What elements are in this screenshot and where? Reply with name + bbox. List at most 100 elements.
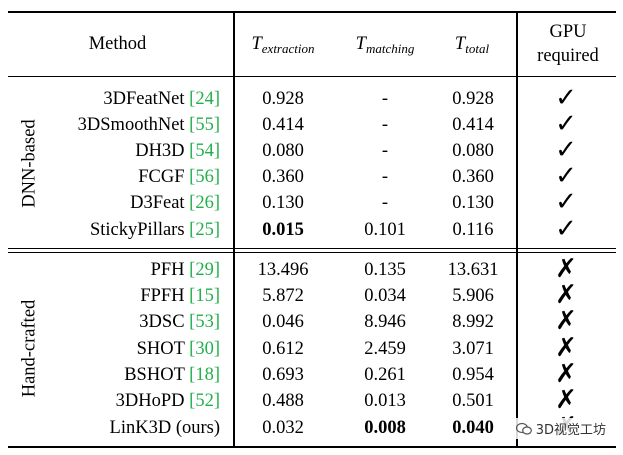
method-cell: DH3D [54] [20, 142, 220, 161]
t-matching-cell: 0.261 [364, 365, 406, 385]
method-cell: StickyPillars [25] [20, 221, 220, 240]
t-total-cell: 0.928 [452, 89, 494, 109]
header-gpu-line1: GPU [549, 22, 587, 42]
method-cell: D3Feat [26] [20, 194, 220, 213]
citation-link[interactable]: [26] [189, 193, 220, 213]
method-name: StickyPillars [89, 220, 185, 240]
checkmark-icon: ✓ [555, 135, 577, 164]
t-extraction-cell: 0.046 [262, 312, 304, 332]
cross-icon: ✗ [555, 359, 577, 388]
t-matching-cell: - [381, 115, 389, 135]
t-total-cell: 0.040 [452, 418, 494, 438]
t-extraction-cell: 13.496 [257, 260, 309, 280]
cross-icon: ✗ [555, 254, 577, 283]
method-name: 3DSC [139, 312, 185, 332]
header-gpu-required: GPU required [520, 20, 616, 68]
t-extraction-cell: 0.693 [262, 365, 304, 385]
header-rule [8, 76, 616, 78]
t-matching-cell: - [381, 141, 389, 161]
citation-link[interactable]: [53] [189, 312, 220, 332]
header-t-total: Ttotal [432, 34, 512, 57]
method-cell: FPFH [15] [20, 287, 220, 306]
t-total-cell: 13.631 [447, 260, 499, 280]
header-method: Method [88, 34, 147, 54]
method-cell: LinK3D (ours) [20, 419, 220, 438]
t-matching-cell: 0.008 [364, 418, 406, 438]
t-total-cell: 0.130 [452, 193, 494, 213]
t-total-base: T [454, 34, 466, 54]
citation-link[interactable]: [52] [189, 391, 220, 411]
group-separator-rule [8, 248, 616, 250]
method-cell: SHOT [30] [20, 340, 220, 359]
header-t-extraction: Textraction [238, 34, 328, 57]
citation-link[interactable]: [24] [189, 89, 220, 109]
t-total-sub: total [465, 41, 490, 56]
t-matching-cell: 0.034 [364, 286, 406, 306]
method-name: PFH [150, 260, 185, 280]
cross-icon: ✗ [555, 385, 577, 414]
cross-icon: ✗ [555, 333, 577, 362]
citation-link[interactable]: [15] [189, 286, 220, 306]
header-t-matching: Tmatching [340, 34, 430, 57]
t-extraction-cell: 0.414 [262, 115, 304, 135]
t-matching-cell: 0.013 [364, 391, 406, 411]
citation-link[interactable]: [30] [189, 339, 220, 359]
citation-link[interactable]: [56] [189, 167, 220, 187]
method-name: 3DFeatNet [103, 89, 185, 109]
top-rule [8, 11, 616, 13]
citation-link[interactable]: [55] [189, 115, 220, 135]
t-extraction-sub: extraction [261, 41, 315, 56]
method-name: 3DSmoothNet [77, 115, 185, 135]
method-name: 3DHoPD [115, 391, 185, 411]
t-total-cell: 3.071 [452, 339, 494, 359]
t-matching-cell: - [381, 167, 389, 187]
citation-link[interactable]: [54] [189, 141, 220, 161]
t-extraction-cell: 0.612 [262, 339, 304, 359]
method-cell: FCGF [56] [20, 168, 220, 187]
bottom-rule [8, 446, 616, 448]
method-cell: 3DSC [53] [20, 313, 220, 332]
method-cell: PFH [29] [20, 261, 220, 280]
t-total-cell: 0.414 [452, 115, 494, 135]
t-extraction-cell: 0.032 [262, 418, 304, 438]
citation-link[interactable]: [18] [189, 365, 220, 385]
method-name: FCGF [138, 167, 185, 187]
t-total-cell: 0.954 [452, 365, 494, 385]
method-cell: 3DSmoothNet [55] [20, 116, 220, 135]
method-name: BSHOT [124, 365, 185, 385]
group-separator-rule-2 [8, 252, 616, 254]
t-extraction-cell: 0.928 [262, 89, 304, 109]
t-matching-cell: 0.135 [364, 260, 406, 280]
t-matching-cell: - [381, 89, 389, 109]
t-extraction-base: T [251, 34, 262, 54]
checkmark-icon: ✓ [555, 109, 577, 138]
t-matching-cell: 2.459 [364, 339, 406, 359]
method-name: FPFH [140, 286, 185, 306]
t-extraction-cell: 0.015 [262, 220, 304, 240]
citation-link[interactable]: [25] [189, 220, 220, 240]
t-total-cell: 0.116 [452, 220, 494, 240]
method-name: LinK3D (ours) [109, 418, 220, 438]
citation-link[interactable]: [29] [189, 260, 220, 280]
t-total-cell: 0.080 [452, 141, 494, 161]
checkmark-icon: ✓ [555, 161, 577, 190]
watermark-text: 3D视觉工坊 [535, 423, 606, 438]
t-matching-cell: 8.946 [364, 312, 406, 332]
t-matching-cell: - [381, 193, 389, 213]
checkmark-icon: ✓ [555, 83, 577, 112]
t-extraction-cell: 0.130 [262, 193, 304, 213]
t-total-cell: 0.501 [452, 391, 494, 411]
method-name: DH3D [135, 141, 185, 161]
checkmark-icon: ✓ [555, 214, 577, 243]
watermark: 3D视觉工坊 [512, 418, 609, 439]
method-name: D3Feat [130, 193, 185, 213]
t-extraction-cell: 0.360 [262, 167, 304, 187]
t-total-cell: 8.992 [452, 312, 494, 332]
method-cell: 3DFeatNet [24] [20, 90, 220, 109]
t-extraction-cell: 0.488 [262, 391, 304, 411]
t-total-cell: 5.906 [452, 286, 494, 306]
method-cell: 3DHoPD [52] [20, 392, 220, 411]
checkmark-icon: ✓ [555, 187, 577, 216]
cross-icon: ✗ [555, 280, 577, 309]
